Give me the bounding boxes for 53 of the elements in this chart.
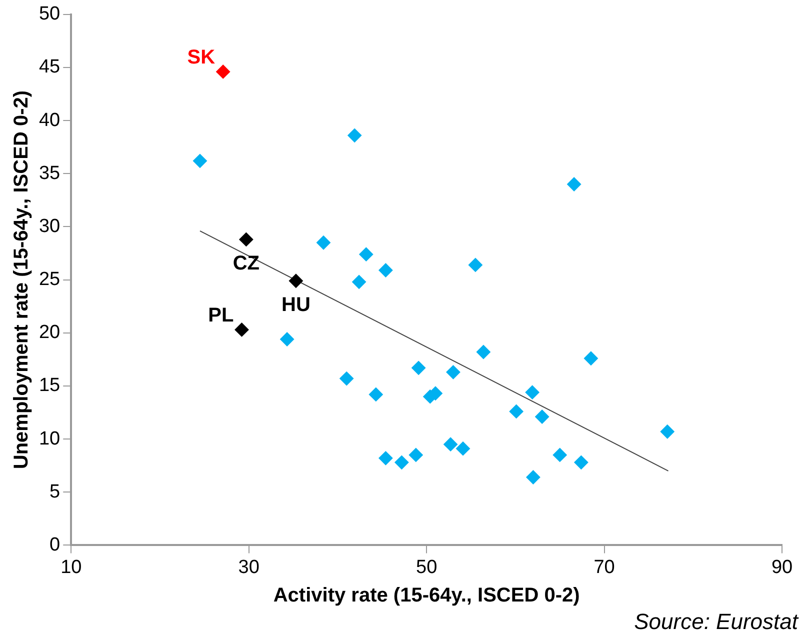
point (584, 351, 598, 366)
y-tick-label: 50 (38, 4, 60, 25)
point (509, 404, 524, 418)
x-tick-label: 50 (416, 556, 438, 578)
point (280, 332, 294, 346)
annotation: SK (187, 46, 216, 69)
y-tick-label: 0 (50, 534, 60, 556)
point (378, 263, 393, 278)
point (476, 344, 490, 359)
x-tick-label: 90 (771, 556, 793, 578)
y-tick-label: 10 (38, 428, 60, 450)
point (234, 322, 249, 337)
point (348, 128, 362, 142)
point (359, 247, 374, 262)
y-tick-label: 30 (38, 216, 60, 237)
point (525, 385, 540, 400)
point (468, 258, 482, 272)
point (316, 236, 330, 250)
point (660, 424, 674, 439)
y-tick-label: 45 (38, 56, 60, 78)
x-tick-label: 30 (238, 556, 260, 578)
y-tick-label: 40 (38, 110, 60, 131)
point (192, 154, 207, 168)
annotation: HU (282, 294, 310, 316)
annotation: CZ (232, 252, 260, 274)
point (552, 448, 567, 462)
y-tick-label: 25 (38, 269, 60, 290)
annotation: PL (208, 304, 234, 327)
point (412, 360, 426, 375)
point (394, 455, 409, 470)
point (567, 177, 582, 192)
point (446, 365, 460, 380)
y-tick-label: 5 (50, 481, 60, 502)
point (239, 232, 254, 246)
point (352, 274, 366, 289)
point (535, 410, 550, 424)
x-axis-title: Activity rate (15-64y., ISCED 0-2) (273, 584, 580, 607)
point (368, 387, 383, 402)
point (408, 448, 423, 462)
y-tick-label: 35 (38, 162, 60, 184)
source-note: Source: Eurostat (634, 609, 798, 635)
y-tick-label: 20 (38, 322, 60, 344)
point (288, 274, 303, 288)
y-tick-label: 15 (38, 375, 60, 396)
point (340, 372, 354, 386)
x-tick-label: 70 (594, 556, 615, 578)
y-axis-title: Unemployment rate (15-64y., ISCED 0-2) (10, 90, 33, 470)
point (456, 442, 470, 456)
point (378, 451, 393, 466)
point (444, 437, 458, 452)
point (526, 470, 540, 484)
point (216, 64, 230, 79)
point (574, 455, 588, 470)
